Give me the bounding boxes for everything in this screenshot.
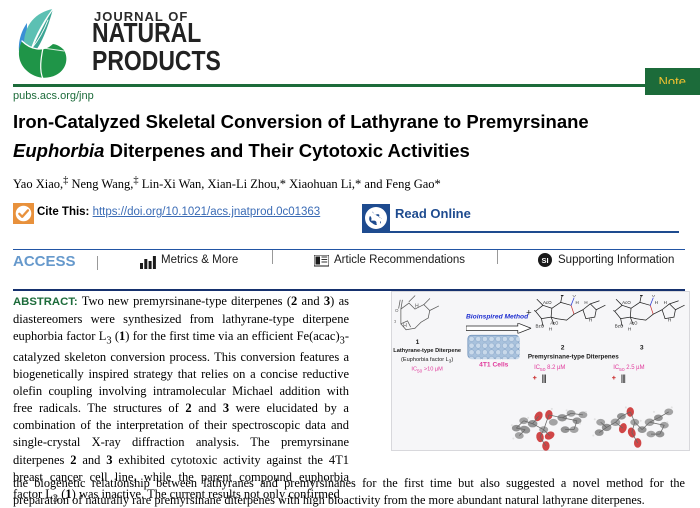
- svg-text:H: H: [415, 304, 419, 310]
- svg-text:H: H: [576, 300, 579, 305]
- svg-text:AcO: AcO: [630, 321, 638, 326]
- svg-text:H: H: [549, 326, 552, 331]
- svg-text:O: O: [395, 308, 399, 313]
- svg-text:H: H: [584, 300, 587, 305]
- svg-text:O: O: [573, 295, 577, 297]
- svg-text:BzO: BzO: [615, 324, 624, 329]
- svg-text:BzO: BzO: [536, 324, 545, 329]
- svg-text:H: H: [664, 300, 667, 305]
- svg-text:O: O: [652, 295, 656, 297]
- svg-text:H: H: [628, 326, 631, 331]
- svg-text:O: O: [394, 319, 397, 324]
- svg-text:AcO: AcO: [543, 300, 552, 305]
- svg-text:AcO: AcO: [550, 321, 558, 326]
- svg-text:H: H: [589, 318, 592, 323]
- svg-text:H: H: [655, 300, 658, 305]
- svg-text:AcO: AcO: [622, 300, 631, 305]
- svg-text:H: H: [668, 318, 671, 323]
- svg-text:H: H: [403, 323, 407, 329]
- svg-text:SI: SI: [541, 256, 548, 265]
